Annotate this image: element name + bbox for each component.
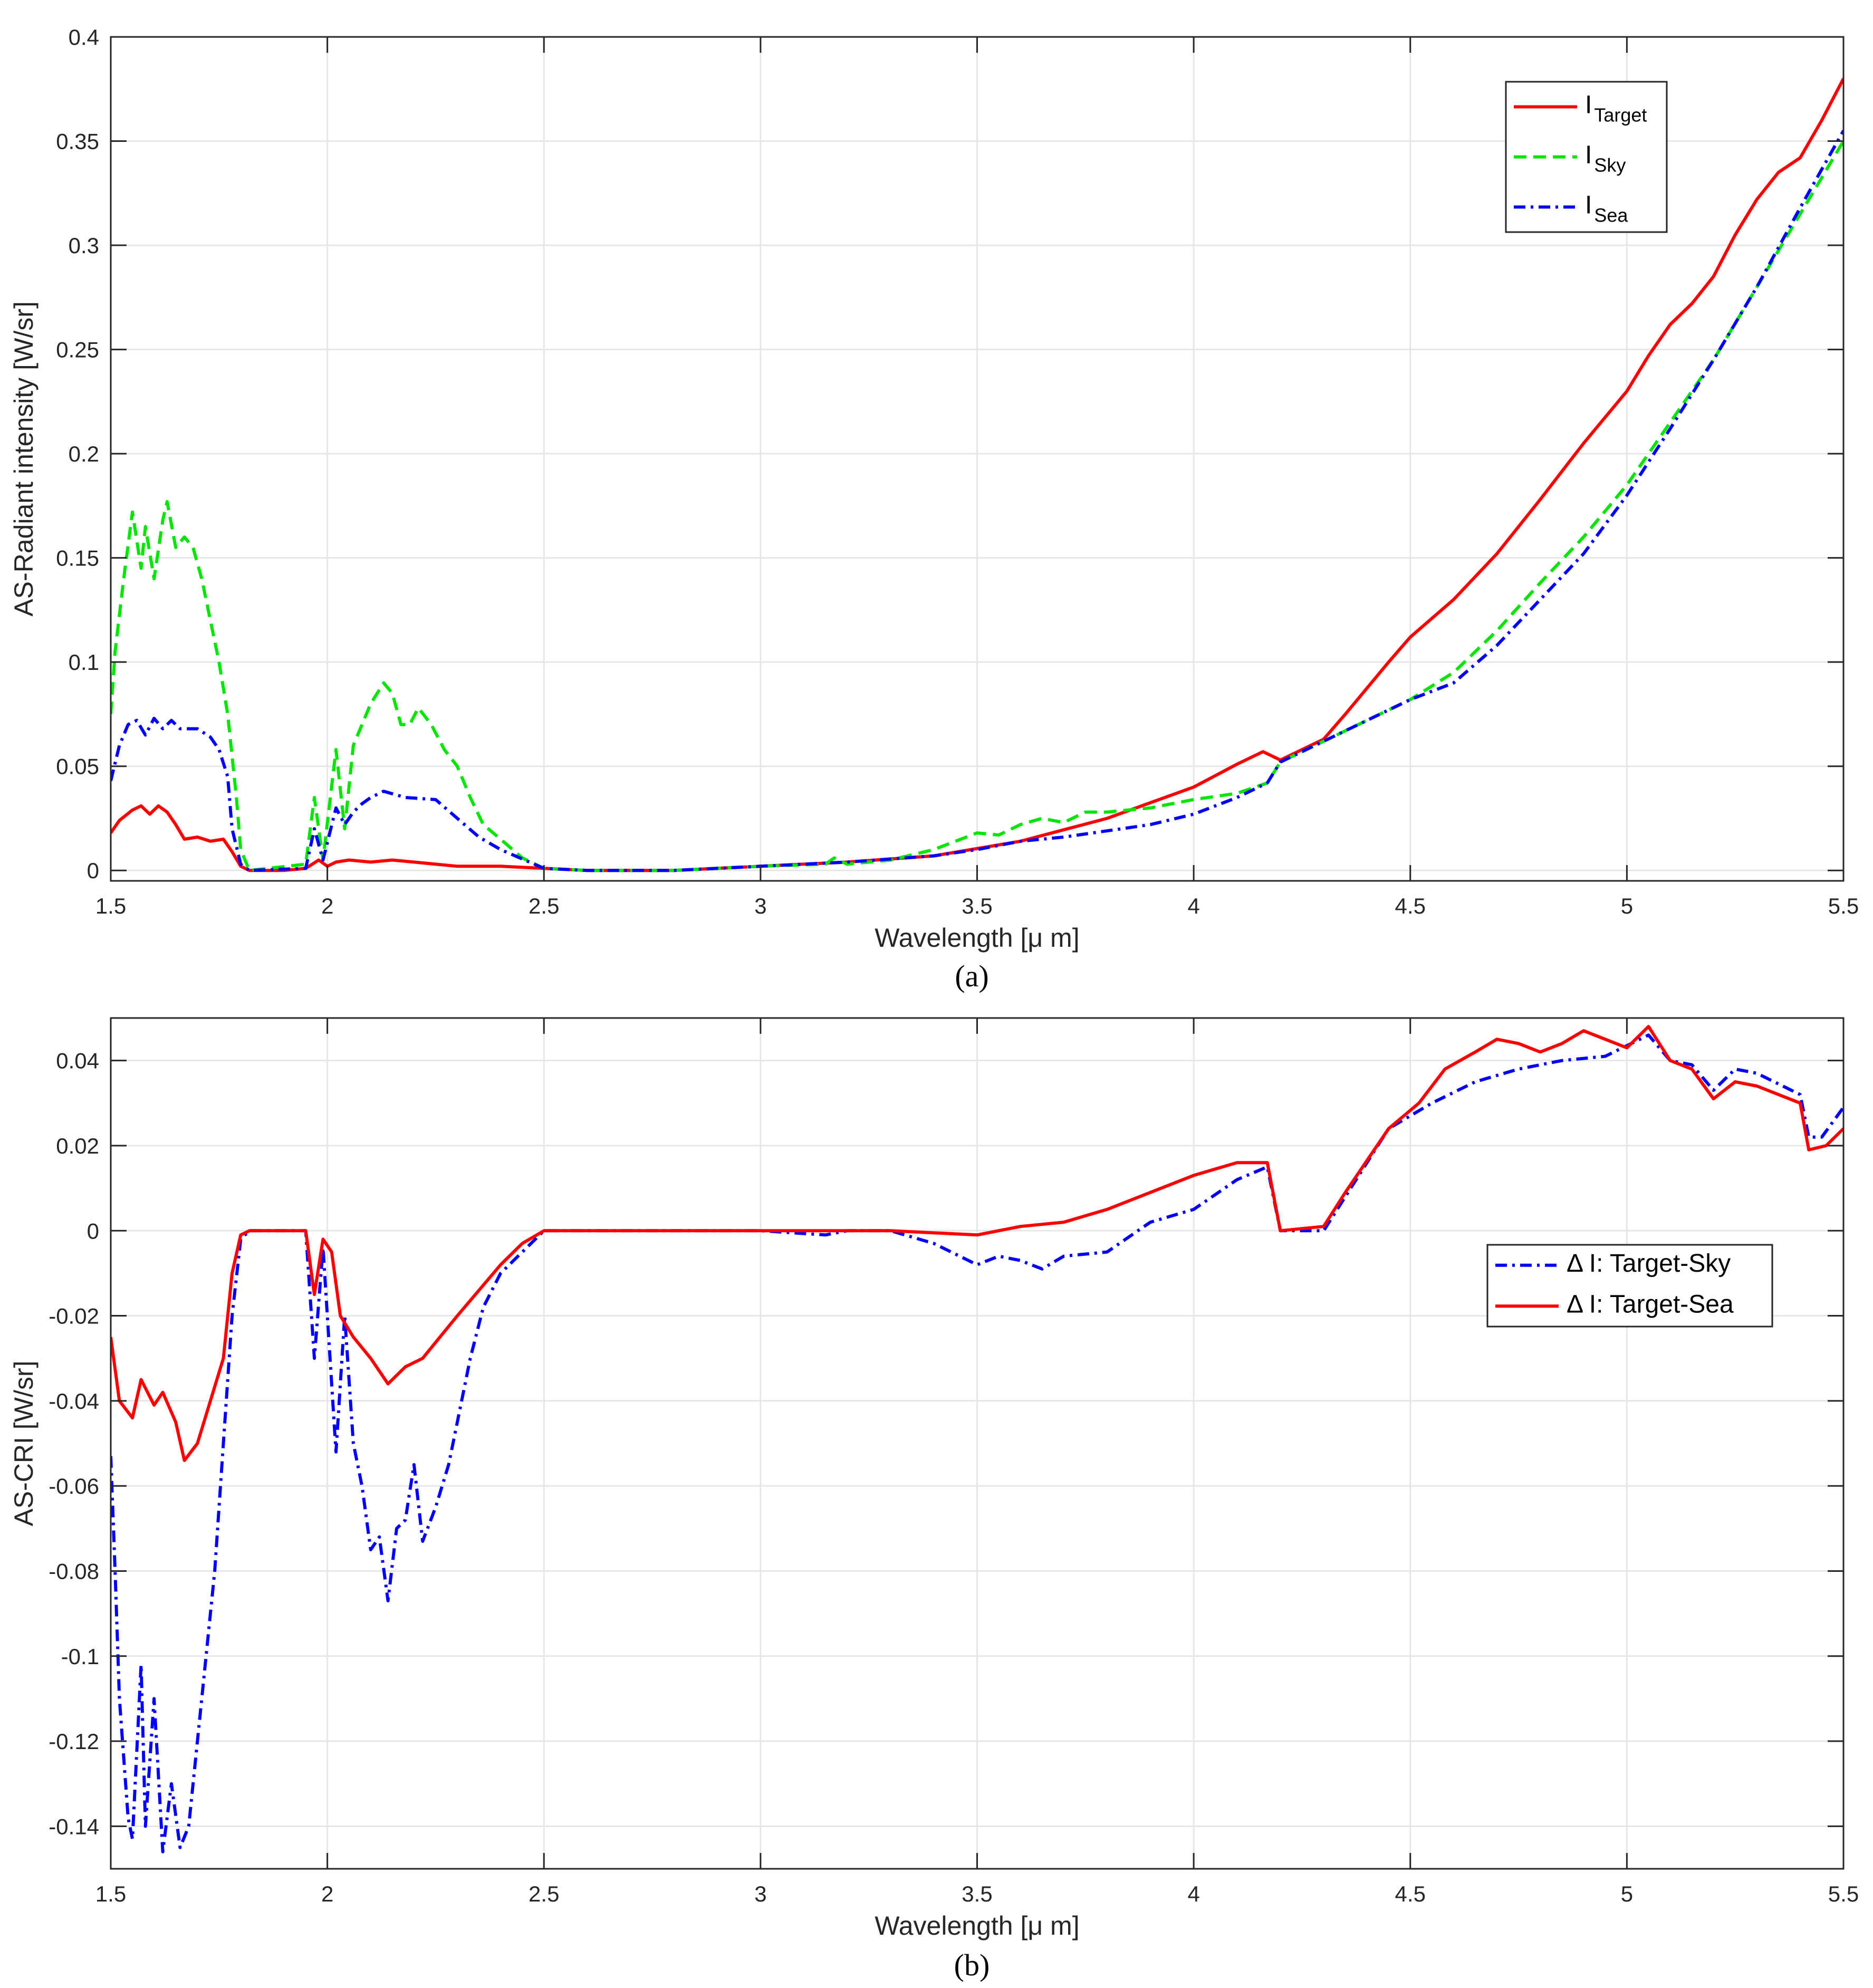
x-tick-label: 5.5 xyxy=(1828,1881,1859,1906)
series-line-sky xyxy=(111,140,1843,872)
y-axis-label: AS-CRI [W/sr] xyxy=(9,1361,39,1526)
series-line--i-target-sky xyxy=(111,1033,1843,1853)
y-tick-label: 0 xyxy=(87,858,99,883)
y-tick-label: -0.08 xyxy=(49,1559,99,1583)
x-tick-label: 4.5 xyxy=(1395,1881,1426,1906)
x-tick-label: 2.5 xyxy=(529,1881,559,1906)
panel-caption: (a) xyxy=(955,959,988,993)
y-tick-label: -0.04 xyxy=(49,1389,99,1414)
y-axis-label: AS-Radiant intensity [W/sr] xyxy=(9,301,39,616)
x-axis-label: Wavelength [μ m] xyxy=(875,923,1079,953)
x-tick-label: 3 xyxy=(754,894,766,918)
x-tick-label: 4.5 xyxy=(1395,894,1426,918)
y-tick-label: 0.3 xyxy=(69,233,99,258)
x-tick-label: 1.5 xyxy=(95,1881,126,1906)
y-tick-label: 0.2 xyxy=(69,441,99,466)
x-tick-label: 2 xyxy=(321,1881,333,1906)
x-tick-label: 4 xyxy=(1187,894,1199,918)
chart-panel-b: 1.5 2 2.5 3 3.5 4 4.5 5 5.5 -0.14 -0.12 -0.1 -0.08 -0… xyxy=(9,1017,1859,1982)
x-tick-label: 1.5 xyxy=(95,894,126,918)
y-tick-label: 0.1 xyxy=(69,650,99,675)
y-tick-label: -0.12 xyxy=(49,1729,99,1754)
legend-entry: Δ I: Target-Sea xyxy=(1567,1290,1734,1318)
panel-caption: (b) xyxy=(954,1948,990,1982)
legend-box xyxy=(1486,1244,1773,1328)
y-tick-label: 0.15 xyxy=(56,546,99,571)
y-tick-label: 0.35 xyxy=(56,129,99,154)
x-tick-label: 3 xyxy=(754,1881,766,1906)
y-tick-label: 0.4 xyxy=(69,25,99,50)
y-tick-label: 0.05 xyxy=(56,754,99,779)
series-line--i-target-sea xyxy=(111,1025,1843,1462)
y-tick-label: -0.1 xyxy=(61,1644,99,1669)
legend-entry: I Sky xyxy=(1585,141,1626,176)
legend-entry: Δ I: Target-Sky xyxy=(1567,1250,1731,1278)
legend: I Target I Sky I Sea xyxy=(1505,81,1668,233)
x-tick-label: 5.5 xyxy=(1828,894,1859,918)
x-tick-label: 5 xyxy=(1621,894,1633,918)
legend-entry: I Target xyxy=(1585,91,1647,126)
legend-entry: I Sea xyxy=(1585,191,1628,226)
y-tick-label: -0.06 xyxy=(49,1474,99,1499)
x-tick-label: 2 xyxy=(321,894,333,918)
x-axis-label: Wavelength [μ m] xyxy=(875,1911,1079,1941)
y-tick-label: 0.25 xyxy=(56,338,99,362)
x-tick-label: 3.5 xyxy=(962,894,992,918)
y-tick-label: 0.02 xyxy=(56,1134,99,1158)
x-tick-label: 3.5 xyxy=(962,1881,992,1906)
legend: Δ I: Target-Sky Δ I: Target-Sea xyxy=(1486,1244,1773,1328)
x-tick-label: 4 xyxy=(1187,1881,1199,1906)
x-tick-label: 5 xyxy=(1621,1881,1633,1906)
x-tick-label: 2.5 xyxy=(529,894,559,918)
chart-panel-a: 1.5 2 2.5 3 3.5 4 4.5 5 5.5 0 0.05 0.1 0.15 0.2 0.25 0.… xyxy=(9,25,1859,993)
y-tick-label: -0.14 xyxy=(49,1814,99,1839)
y-tick-label: -0.02 xyxy=(49,1304,99,1329)
y-tick-label: 0 xyxy=(87,1218,99,1243)
y-tick-label: 0.04 xyxy=(56,1049,99,1073)
